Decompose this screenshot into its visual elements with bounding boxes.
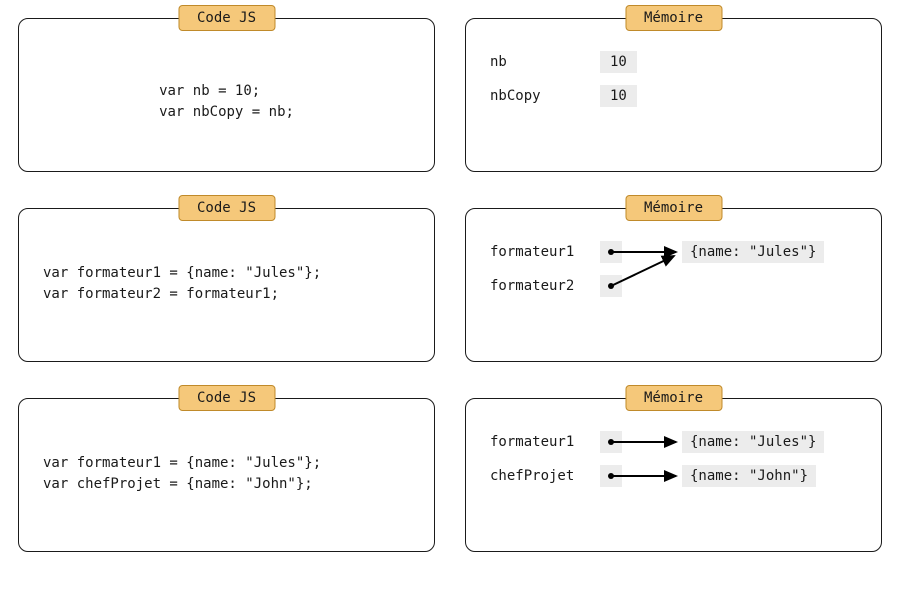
memory-row: formateur1 {name: "Jules"} xyxy=(490,241,857,263)
reference-dot-icon xyxy=(608,473,614,479)
memory-badge: Mémoire xyxy=(625,195,722,221)
code-panel-separate-objects: Code JS var formateur1 = {name: "Jules"}… xyxy=(18,398,435,552)
reference-dot-icon xyxy=(608,439,614,445)
code-panel-shared-reference: Code JS var formateur1 = {name: "Jules"}… xyxy=(18,208,435,362)
code-block: var formateur1 = {name: "Jules"}; var ch… xyxy=(43,453,410,495)
variable-name: nb xyxy=(490,54,600,70)
reference-dot-icon xyxy=(608,283,614,289)
memory-rows: formateur1 {name: "Jules"} chefProjet {n… xyxy=(490,429,857,487)
reference-slot xyxy=(600,241,622,263)
memory-row: chefProjet {name: "John"} xyxy=(490,465,857,487)
heap-object: {name: "Jules"} xyxy=(682,431,824,453)
variable-name: chefProjet xyxy=(490,468,600,484)
memory-badge: Mémoire xyxy=(625,385,722,411)
memory-row: formateur1 {name: "Jules"} xyxy=(490,431,857,453)
code-block: var formateur1 = {name: "Jules"}; var fo… xyxy=(43,263,410,305)
reference-slot xyxy=(600,431,622,453)
variable-name: formateur2 xyxy=(490,278,600,294)
reference-dot-icon xyxy=(608,249,614,255)
code-badge: Code JS xyxy=(178,195,275,221)
reference-slot xyxy=(600,275,622,297)
code-badge: Code JS xyxy=(178,5,275,31)
memory-badge: Mémoire xyxy=(625,5,722,31)
code-badge: Code JS xyxy=(178,385,275,411)
memory-rows: formateur1 {name: "Jules"} formateur2 xyxy=(490,239,857,345)
variable-value: 10 xyxy=(600,51,637,73)
code-panel-primitives: Code JS var nb = 10; var nbCopy = nb; xyxy=(18,18,435,172)
variable-name: formateur1 xyxy=(490,244,600,260)
heap-object: {name: "Jules"} xyxy=(682,241,824,263)
examples-grid: Code JS var nb = 10; var nbCopy = nb; Mé… xyxy=(18,18,882,552)
memory-rows: nb 10 nbCopy 10 xyxy=(490,49,857,107)
variable-name: nbCopy xyxy=(490,88,600,104)
heap-object: {name: "John"} xyxy=(682,465,816,487)
variable-value: 10 xyxy=(600,85,637,107)
memory-panel-shared-reference: Mémoire formateur1 {name: "Jules"} forma… xyxy=(465,208,882,362)
memory-row: formateur2 xyxy=(490,275,857,297)
code-block: var nb = 10; var nbCopy = nb; xyxy=(159,81,294,123)
memory-row: nbCopy 10 xyxy=(490,85,857,107)
memory-row: nb 10 xyxy=(490,51,857,73)
variable-name: formateur1 xyxy=(490,434,600,450)
memory-panel-separate-objects: Mémoire formateur1 {name: "Jules"} chefP… xyxy=(465,398,882,552)
reference-slot xyxy=(600,465,622,487)
memory-panel-primitives: Mémoire nb 10 nbCopy 10 xyxy=(465,18,882,172)
